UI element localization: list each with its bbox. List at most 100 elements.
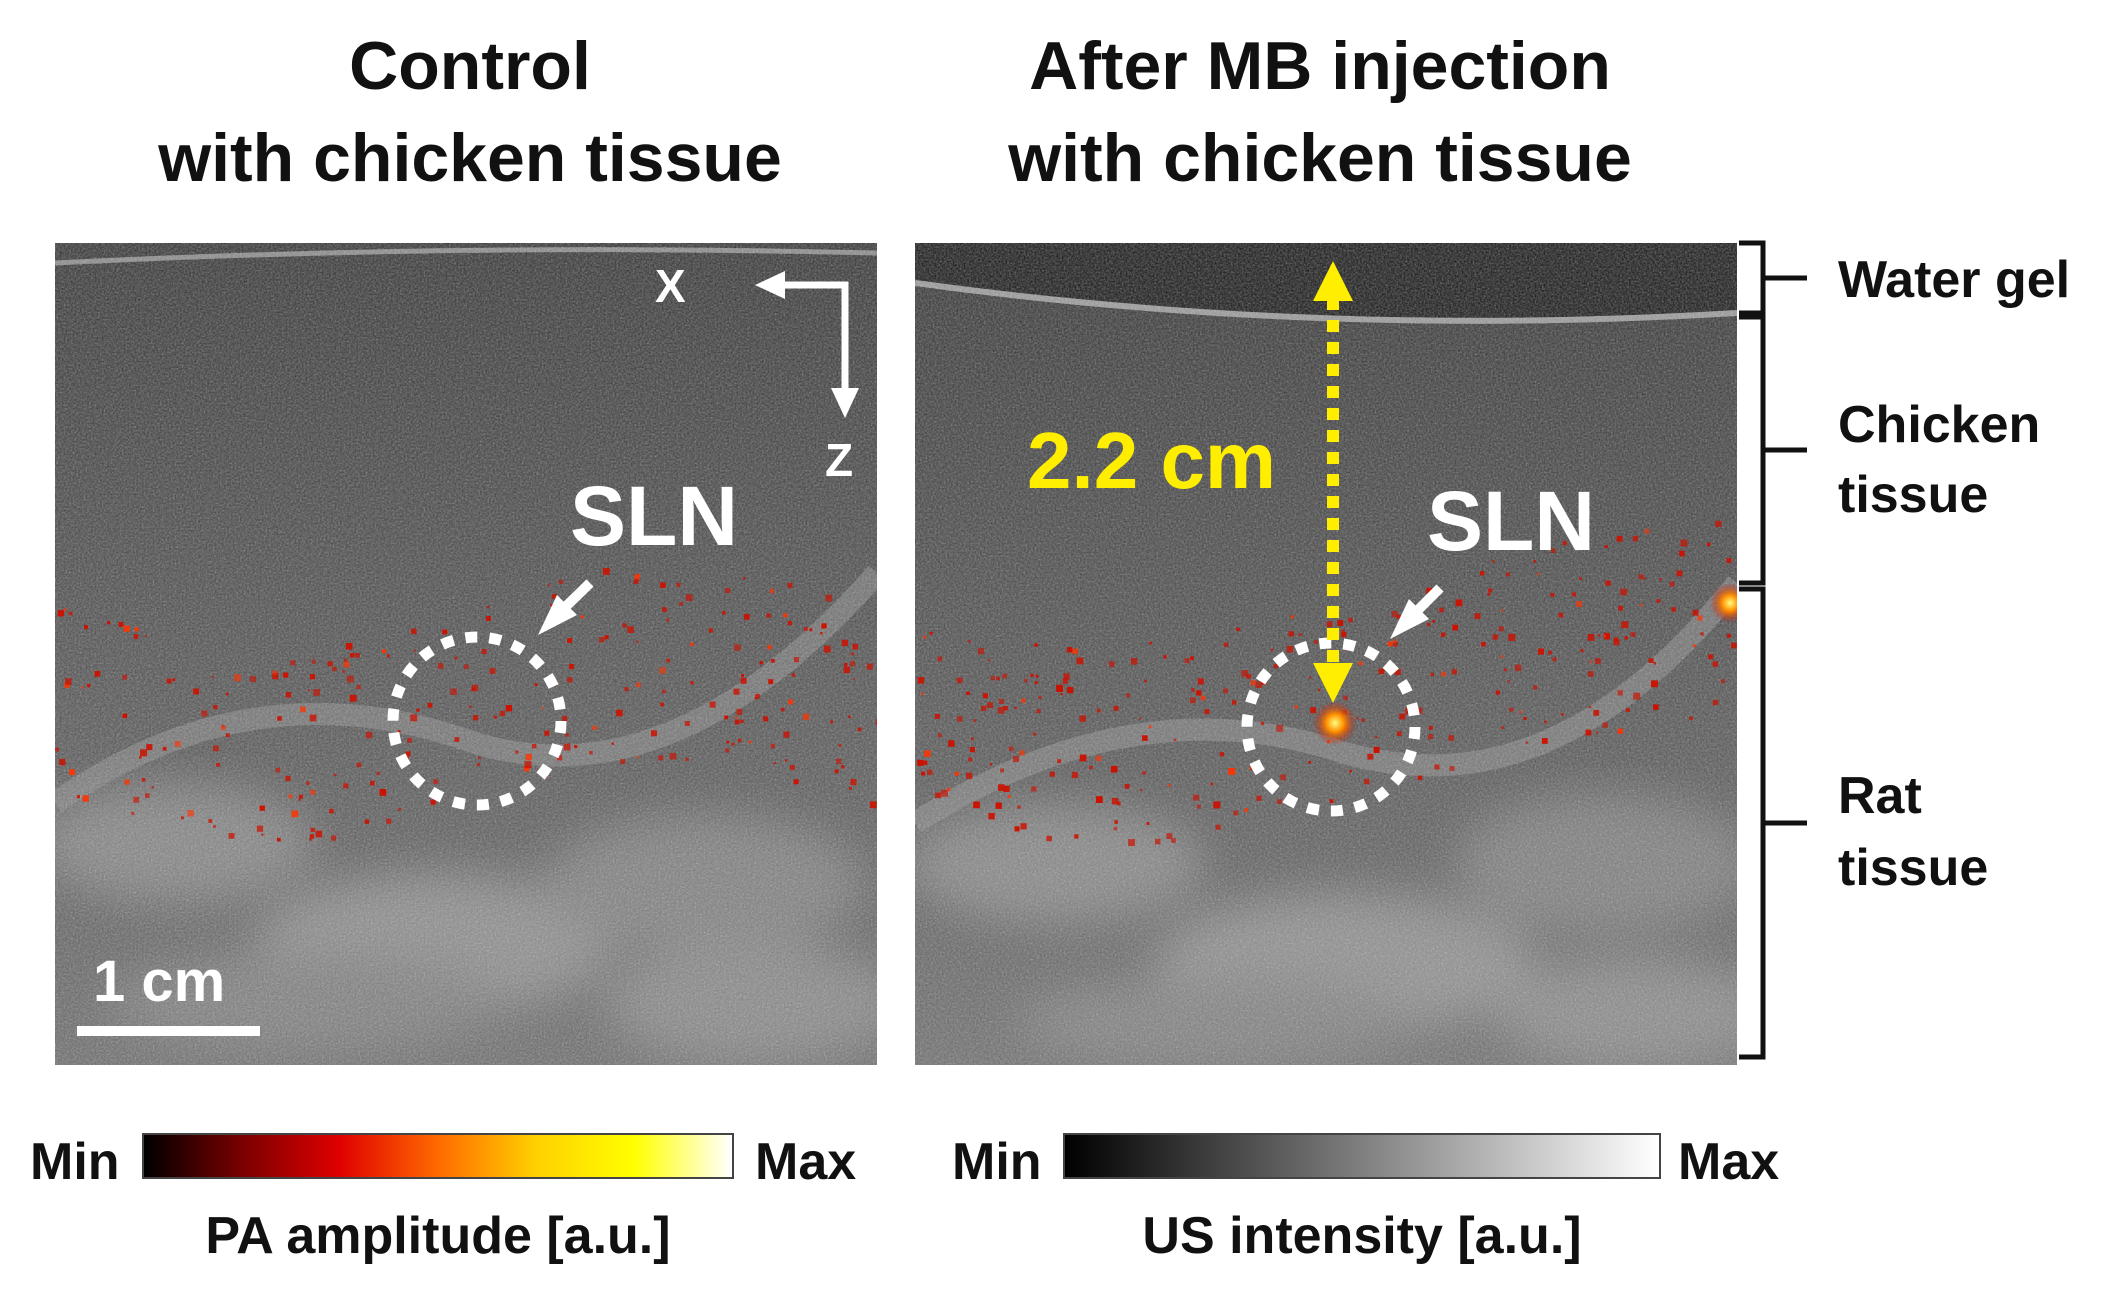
pa-signal-dot bbox=[463, 664, 469, 669]
pa-signal-dot bbox=[1643, 577, 1646, 580]
pa-signal-dot bbox=[1348, 617, 1353, 623]
pa-signal-dot bbox=[81, 686, 84, 689]
pa-signal-dot bbox=[967, 639, 971, 643]
pa-signal-dot bbox=[1130, 658, 1138, 665]
axis-z-arrowhead bbox=[831, 388, 859, 418]
pa-signal-dot bbox=[592, 725, 597, 730]
pa-signal-dot bbox=[1270, 648, 1273, 652]
pa-signal-dot bbox=[736, 708, 743, 715]
panel-right-image: 2.2 cm SLN bbox=[915, 243, 1737, 1065]
pa-signal-dot bbox=[793, 779, 799, 785]
pa-signal-dot bbox=[55, 747, 60, 752]
pa-signal-dot bbox=[107, 621, 111, 625]
pa-signal-dot bbox=[477, 763, 481, 767]
pa-signal-dot bbox=[734, 644, 741, 651]
pa-signal-dot bbox=[1013, 756, 1020, 763]
pa-signal-dot bbox=[684, 721, 690, 726]
depth-label: 2.2 cm bbox=[1027, 416, 1277, 505]
panel-right-title-line2: with chicken tissue bbox=[1008, 120, 1632, 196]
pa-signal-dot bbox=[172, 678, 176, 682]
pa-signal-dot bbox=[1633, 692, 1641, 700]
pa-signal-dot bbox=[1676, 570, 1683, 577]
pa-signal-dot bbox=[1429, 725, 1433, 730]
pa-signal-dot bbox=[636, 756, 639, 759]
pa-signal-dot bbox=[690, 642, 694, 646]
pa-signal-dot bbox=[1017, 805, 1021, 809]
pa-signal-dot bbox=[1552, 657, 1557, 662]
pa-signal-dot bbox=[1602, 722, 1608, 728]
pa-signal-dot bbox=[857, 727, 862, 732]
pa-signal-dot bbox=[489, 668, 496, 674]
pa-signal-dot bbox=[844, 662, 848, 667]
pa-signal-dot bbox=[261, 833, 264, 836]
pa-signal-dot bbox=[662, 607, 667, 612]
pa-signal-dot bbox=[604, 635, 609, 640]
pa-signal-dot bbox=[622, 623, 627, 628]
pa-signal-dot bbox=[315, 830, 323, 838]
pa-signal-dot bbox=[1223, 642, 1229, 647]
pa-signal-dot bbox=[1595, 658, 1601, 664]
pa-signal-dot bbox=[1074, 834, 1079, 839]
pa-signal-dot bbox=[413, 649, 416, 652]
pa-signal-dot bbox=[1503, 668, 1507, 672]
layer-brackets bbox=[1739, 240, 1807, 1060]
pa-signal-dot bbox=[259, 805, 265, 811]
pa-signal-dot bbox=[1060, 693, 1063, 696]
pa-signal-dot bbox=[763, 716, 769, 722]
pa-signal-dot bbox=[567, 638, 573, 643]
pa-signal-dot bbox=[565, 733, 569, 737]
pa-signal-dot bbox=[793, 657, 800, 663]
pa-signal-dot bbox=[1146, 822, 1150, 825]
pa-signal-dot bbox=[94, 670, 101, 677]
pa-signal-dot bbox=[118, 621, 124, 627]
pa-signal-dot bbox=[1598, 634, 1601, 637]
layer-rat-label: Rat tissue bbox=[1838, 760, 1988, 904]
pa-signal-dot bbox=[821, 623, 827, 629]
pa-signal-dot bbox=[1021, 698, 1026, 703]
bracket-water-gel bbox=[1739, 240, 1766, 316]
pa-signal-dot bbox=[981, 705, 987, 711]
pa-signal-dot bbox=[627, 626, 634, 633]
pa-signal-dot bbox=[1308, 761, 1311, 764]
pa-signal-dot bbox=[365, 731, 373, 739]
pa-signal-dot bbox=[1639, 603, 1643, 607]
edge-hotspot bbox=[1710, 583, 1737, 623]
pa-signal-dot bbox=[1219, 752, 1224, 757]
depth-arrow-bottom-head bbox=[1313, 663, 1353, 703]
pa-signal-dot bbox=[59, 759, 66, 766]
pa-signal-dot bbox=[327, 661, 333, 667]
pa-signal-dot bbox=[131, 811, 135, 815]
pa-signal-dot bbox=[505, 705, 513, 712]
pa-signal-dot bbox=[1416, 707, 1423, 714]
pa-signal-dot bbox=[1204, 709, 1210, 715]
pa-signal-dot bbox=[1585, 729, 1592, 736]
pa-signal-dot bbox=[1525, 741, 1528, 744]
pa-signal-dot bbox=[1190, 656, 1194, 661]
pa-signal-dot bbox=[532, 744, 537, 749]
pa-signal-dot bbox=[834, 769, 839, 774]
pa-signal-dot bbox=[1519, 710, 1522, 714]
pa-signal-dot bbox=[957, 716, 963, 722]
pa-signal-dot bbox=[162, 746, 167, 751]
pa-signal-dot bbox=[256, 825, 264, 832]
pa-signal-dot bbox=[343, 661, 350, 668]
pa-signal-dot bbox=[427, 702, 433, 708]
pa-signal-dot bbox=[1031, 786, 1037, 792]
axis-indicator bbox=[775, 281, 849, 393]
pa-signal-dot bbox=[1341, 632, 1347, 638]
pa-signal-dot bbox=[1313, 639, 1318, 644]
pa-signal-dot bbox=[1038, 695, 1042, 699]
pa-signal-dot bbox=[1110, 765, 1118, 773]
pa-signal-dot bbox=[843, 666, 850, 674]
pa-signal-dot bbox=[1116, 801, 1121, 806]
pa-signal-dot bbox=[487, 605, 490, 609]
pa-signal-dot bbox=[515, 750, 519, 754]
pa-signal-dot bbox=[768, 679, 774, 685]
pa-signal-dot bbox=[1326, 621, 1333, 628]
pa-signal-dot bbox=[783, 613, 788, 618]
pa-signal-dot bbox=[866, 663, 873, 670]
pa-signal-dot bbox=[65, 678, 72, 685]
pa-signal-dot bbox=[1544, 720, 1547, 724]
pa-signal-dot bbox=[825, 594, 833, 602]
pa-signal-dot bbox=[838, 743, 842, 747]
